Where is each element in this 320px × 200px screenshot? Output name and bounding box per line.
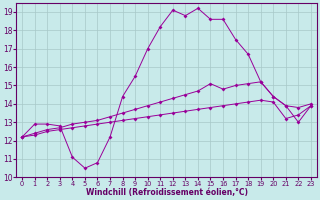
X-axis label: Windchill (Refroidissement éolien,°C): Windchill (Refroidissement éolien,°C) <box>85 188 248 197</box>
